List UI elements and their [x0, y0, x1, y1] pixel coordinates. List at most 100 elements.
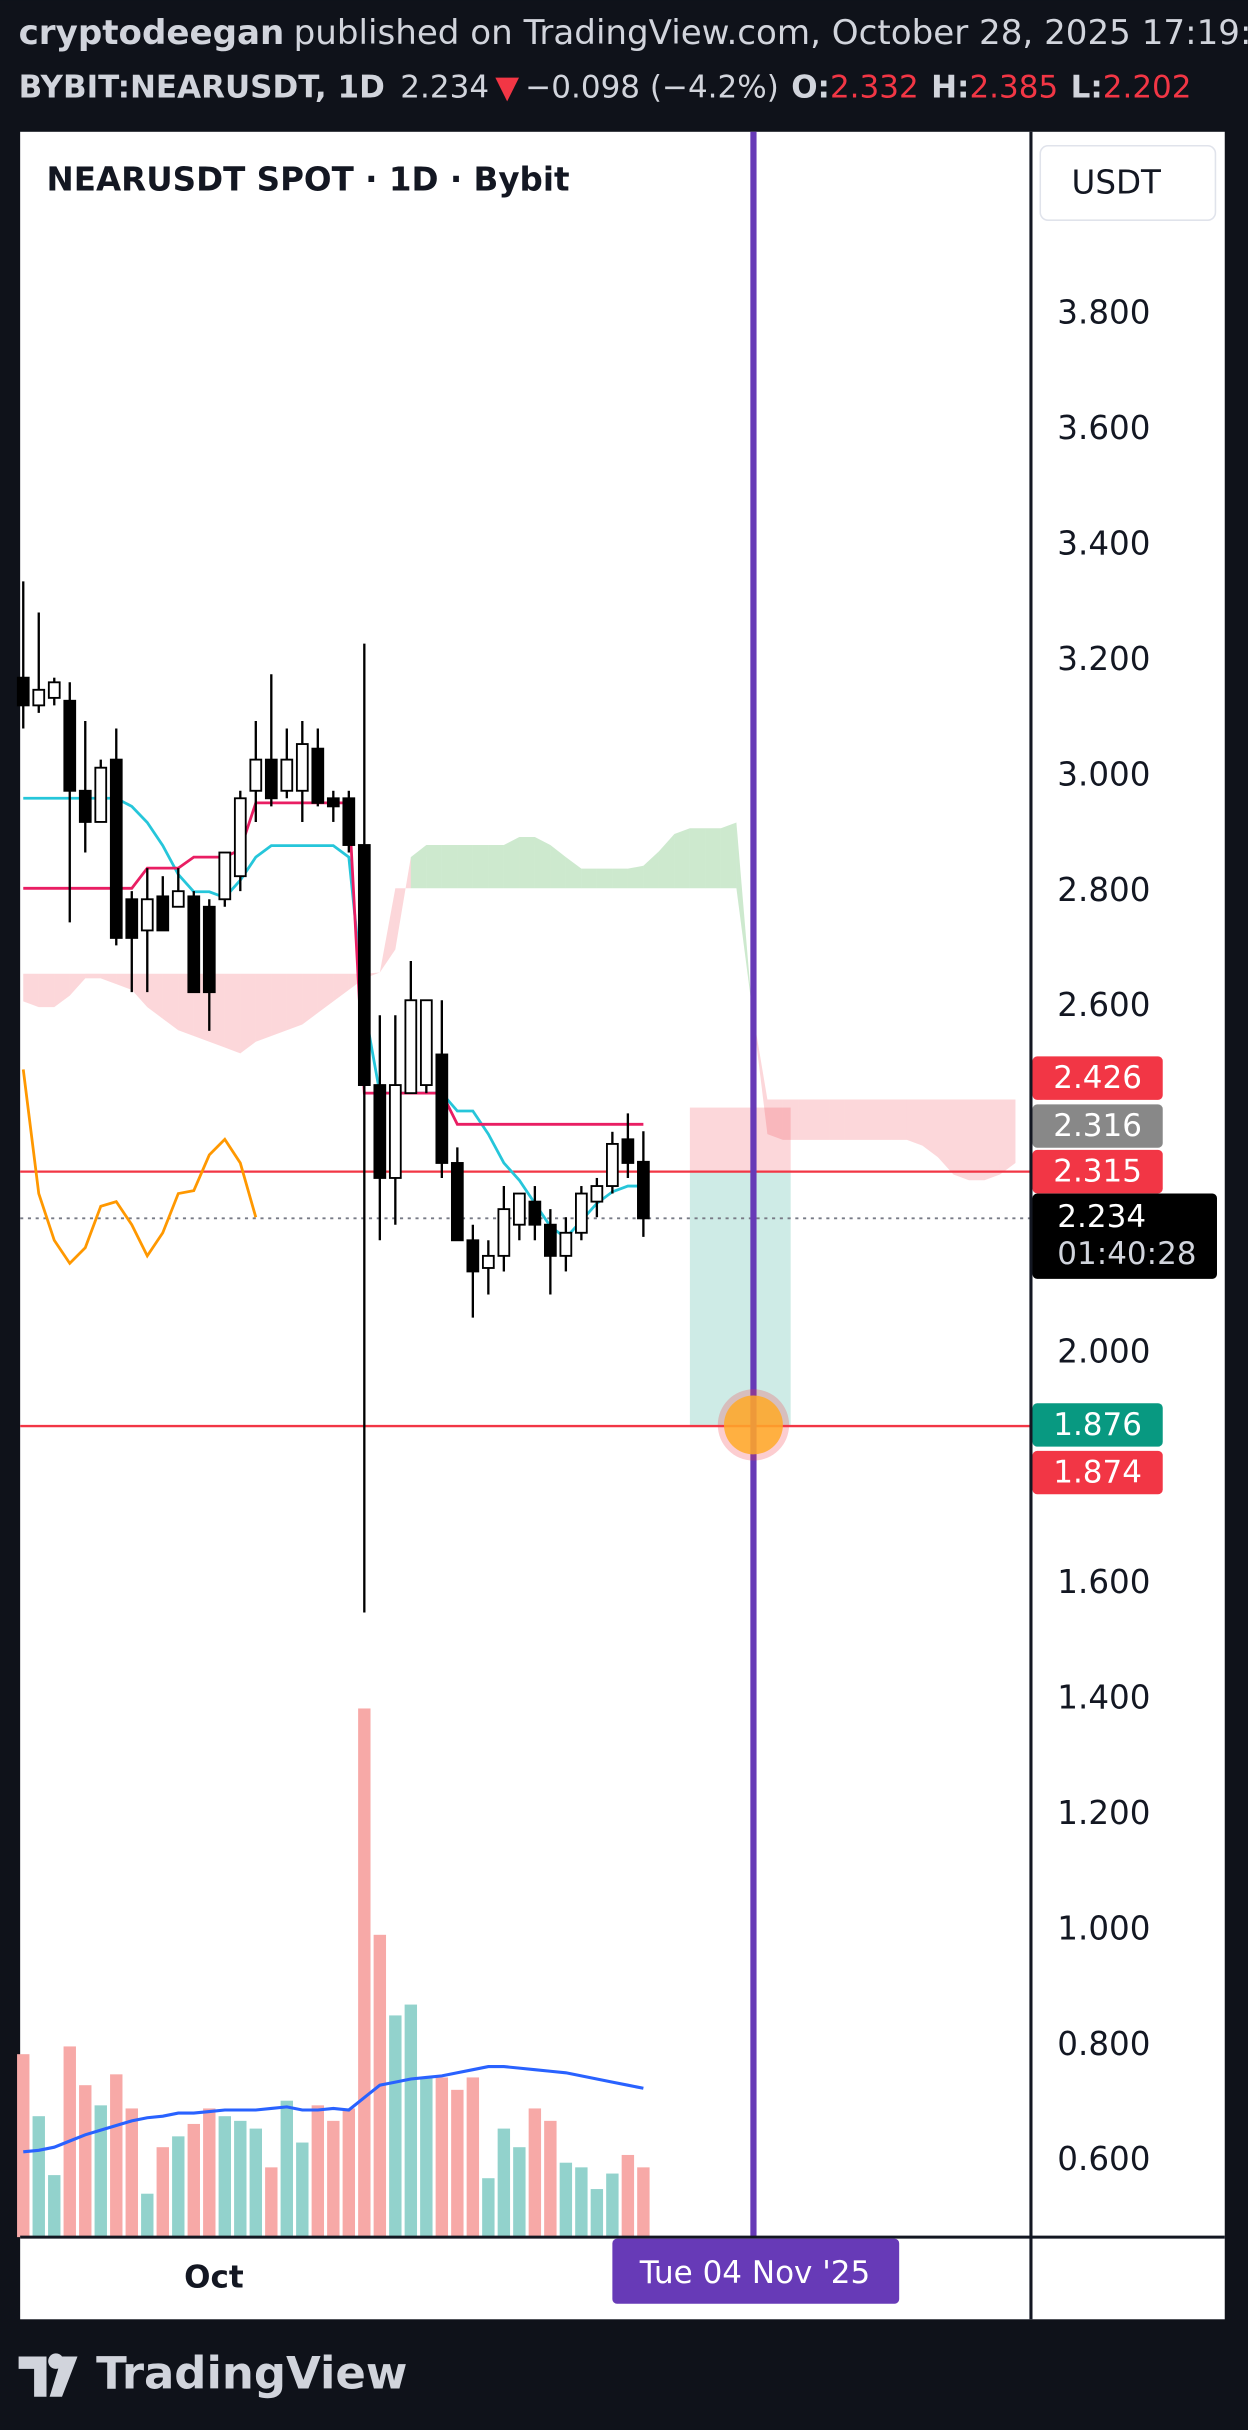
last-price: 2.234	[400, 69, 489, 105]
candle-body	[187, 895, 201, 994]
volume-bar	[265, 2167, 278, 2238]
price-tag-label: 2.316	[1053, 1108, 1142, 1144]
candle-body	[404, 999, 418, 1095]
candle-body	[637, 1160, 650, 1220]
cloud-segment	[457, 845, 473, 889]
price-tag	[1032, 1104, 1163, 1148]
candle-body	[497, 1208, 511, 1257]
currency-box[interactable]	[1039, 144, 1217, 221]
change: −0.098 (−4.2%)	[525, 69, 779, 105]
chart-title: NEARUSDT SPOT · 1D · Bybit	[47, 160, 570, 198]
cloud-segment	[891, 1099, 907, 1140]
volume-bar	[187, 2123, 200, 2238]
price-tag-label: 1.876	[1053, 1407, 1142, 1443]
cloud-segment	[860, 1099, 876, 1140]
header-line-1: cryptodeegan published on TradingView.com…	[19, 13, 1248, 53]
y-tick-label: 3.400	[1057, 525, 1150, 563]
y-tick-label: 3.600	[1057, 409, 1150, 447]
volume-bar	[249, 2128, 263, 2238]
candle-body	[388, 1084, 402, 1179]
cloud-segment	[426, 845, 442, 889]
price-tag-label: 2.315	[1053, 1154, 1142, 1190]
candle-body	[233, 797, 247, 878]
cloud-segment	[23, 973, 39, 1008]
cloud-segment	[333, 973, 349, 1002]
chart-panel	[20, 131, 1225, 2320]
candle-body	[202, 905, 216, 994]
candle-body	[311, 747, 325, 804]
cloud-segment	[131, 973, 148, 1008]
cloud-segment	[875, 1099, 892, 1140]
volume-bar	[280, 2100, 294, 2238]
cloud-segment	[999, 1099, 1016, 1175]
position-loss	[689, 1107, 791, 1172]
candle-body	[342, 797, 356, 846]
low-label: L:	[1071, 69, 1103, 105]
cloud-segment	[906, 1099, 923, 1146]
cloud-segment	[302, 973, 318, 1025]
cloud-segment	[953, 1099, 969, 1181]
cloud-segment	[410, 845, 427, 889]
candle-body	[140, 898, 154, 932]
volume-ma	[23, 2065, 644, 2154]
volume-bar	[358, 1708, 371, 2238]
volume-bar	[435, 2077, 449, 2238]
countdown: 01:40:28	[1057, 1236, 1196, 1272]
cloud-segment	[255, 973, 272, 1042]
y-tick-label: 1.200	[1057, 1794, 1150, 1832]
brand: TradingView	[96, 2347, 407, 2400]
volume-bar	[94, 2105, 107, 2238]
cloud-segment	[550, 845, 566, 889]
cloud-segment	[286, 973, 303, 1031]
plot	[16, 131, 1031, 2238]
candle-body	[171, 890, 185, 908]
candle-body	[621, 1138, 635, 1164]
position-profit	[689, 1171, 791, 1425]
y-tick-label: 2.600	[1057, 986, 1150, 1024]
candle-body	[326, 797, 340, 808]
cloud-segment	[271, 973, 287, 1037]
candle-body	[512, 1192, 526, 1226]
last-price-label: 2.234	[1057, 1199, 1146, 1235]
volume-bar	[296, 2142, 309, 2238]
volume-bar	[528, 2108, 542, 2238]
candle-body	[16, 676, 30, 707]
volume-bar	[621, 2154, 635, 2238]
cloud-segment	[519, 836, 535, 889]
cloud-segment	[224, 973, 241, 1054]
cloud-segment	[658, 834, 675, 889]
cloud-segment	[581, 868, 597, 889]
cloud-segment	[503, 836, 520, 889]
cloud-segment	[844, 1099, 861, 1140]
volume-bar	[311, 2105, 325, 2238]
last-price-tag	[1032, 1193, 1217, 1279]
cloud-segment	[596, 868, 613, 889]
cloud-segment	[984, 1099, 1000, 1181]
open-label: O:	[791, 69, 830, 105]
high-value: 2.385	[969, 69, 1058, 105]
open-value: 2.332	[830, 69, 919, 105]
cloud-segment	[736, 822, 752, 1008]
candle-body	[218, 851, 232, 901]
cloud-segment	[100, 973, 117, 985]
volume-bar	[544, 2120, 557, 2238]
candle-body	[32, 688, 46, 707]
candle-body	[156, 895, 170, 932]
cloud-segment	[612, 868, 628, 889]
candle-body	[419, 999, 433, 1086]
cloud-segment	[488, 845, 504, 889]
cloud-segment	[829, 1099, 845, 1140]
volume-bar	[466, 2077, 480, 2238]
volume-bar	[482, 2178, 495, 2238]
cloud-segment	[317, 973, 334, 1013]
cloud-segment	[379, 888, 396, 973]
price-tag	[1032, 1149, 1163, 1194]
crosshair-date-box	[612, 2238, 900, 2304]
volume-bar	[156, 2147, 169, 2238]
candle-body	[466, 1239, 480, 1273]
volume-bar	[203, 2108, 216, 2238]
y-tick-label: 1.000	[1057, 1909, 1150, 1947]
price-tag	[1032, 1056, 1163, 1100]
volume-bar	[17, 2054, 30, 2238]
candle-body	[295, 743, 309, 792]
